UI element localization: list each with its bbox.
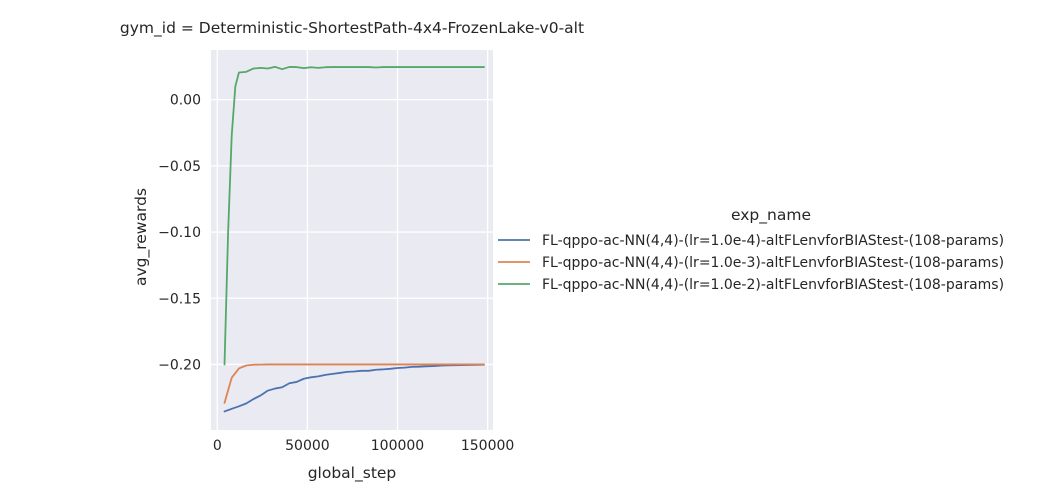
y-tick-label: −0.20: [158, 357, 201, 373]
y-tick-label: −0.05: [158, 159, 201, 175]
y-axis-label: avg_rewards: [132, 188, 151, 286]
x-tick-label: 100000: [371, 438, 424, 454]
legend-items: FL-qppo-ac-NN(4,4)-(lr=1.0e-4)-altFLenvf…: [498, 233, 1004, 293]
series-line-1: [223, 363, 485, 413]
chart-title: gym_id = Deterministic-ShortestPath-4x4-…: [120, 19, 584, 38]
legend-label: FL-qppo-ac-NN(4,4)-(lr=1.0e-3)-altFLenvf…: [542, 255, 1004, 271]
y-tick-label: 0.00: [170, 93, 201, 109]
series-line-3: [223, 65, 485, 366]
series-layer: [223, 65, 485, 413]
series-line-2: [223, 363, 485, 404]
x-tick-label: 50000: [285, 438, 330, 454]
x-tick-label: 150000: [461, 438, 514, 454]
y-tick-label: −0.15: [158, 291, 201, 307]
legend-label: FL-qppo-ac-NN(4,4)-(lr=1.0e-2)-altFLenvf…: [542, 277, 1004, 293]
x-tick-label: 0: [213, 438, 222, 454]
y-tick-label: −0.10: [158, 225, 201, 241]
legend-label: FL-qppo-ac-NN(4,4)-(lr=1.0e-4)-altFLenvf…: [542, 233, 1004, 249]
y-axis-ticks: 0.00 −0.05 −0.10 −0.15 −0.20: [158, 93, 201, 374]
plot-area: [211, 50, 493, 430]
legend-title: exp_name: [731, 206, 811, 225]
x-axis-ticks: 0 50000 100000 150000: [213, 438, 514, 454]
legend: exp_name FL-qppo-ac-NN(4,4)-(lr=1.0e-4)-…: [498, 206, 1004, 293]
x-axis-label: global_step: [308, 464, 397, 483]
